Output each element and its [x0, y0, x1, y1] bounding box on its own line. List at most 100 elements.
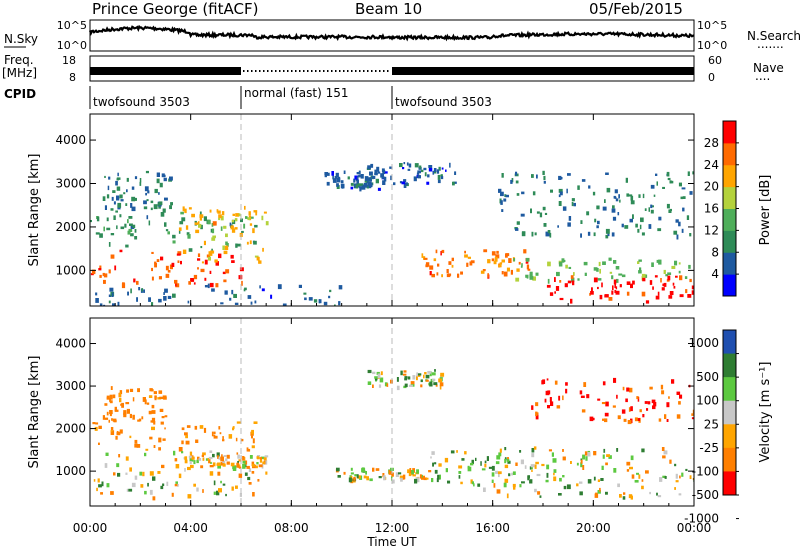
velocity-colorbar-swatch — [723, 471, 736, 496]
heatmap-region — [367, 369, 445, 391]
power-heatmap — [90, 162, 694, 306]
power-colorbar-swatch — [723, 186, 736, 209]
freq-left-tick-bottom: 8 — [69, 71, 76, 84]
x-tick-label: 00:00 — [677, 521, 712, 535]
heatmap-region — [335, 467, 432, 484]
power-colorbar-tick: 4 — [711, 267, 719, 281]
velocity-ytick-label: 3000 — [55, 379, 86, 393]
heatmap-region — [90, 249, 244, 289]
heatmap-region — [178, 205, 269, 264]
nsky-left-tick-bottom: 10^0 — [57, 39, 87, 52]
velocity-colorbar-swatch — [723, 330, 736, 355]
heatmap-region — [493, 446, 694, 500]
power-colorbar-swatch — [723, 121, 736, 144]
nave-dots: .... — [755, 69, 770, 83]
power-ytick-label: 2000 — [55, 220, 86, 234]
x-tick-label: 20:00 — [576, 521, 611, 535]
power-colorbar-tick: 20 — [704, 180, 719, 194]
velocity-ytick-label: 4000 — [55, 337, 86, 351]
heatmap-region — [421, 249, 531, 279]
velocity-colorbar-tick: -25 — [699, 441, 719, 455]
velocity-colorbar-tick: -500 — [692, 488, 719, 502]
power-ytick-label: 4000 — [55, 133, 86, 147]
power-colorbar-swatch — [723, 164, 736, 188]
beam-title: Beam 10 — [355, 0, 422, 18]
nsky-right-tick-bottom: 10^0 — [697, 39, 727, 52]
freq-panel: Freq. [MHz] 18 8 60 0 Nave .... — [2, 53, 784, 84]
power-panel: 1000 2000 3000 4000 Slant Range [km] 4 8 12 16… — [27, 113, 773, 307]
velocity-colorbar-tick: -100 — [692, 464, 719, 478]
velocity-colorbar-tick: 100 — [696, 394, 719, 408]
freq-right-tick-top: 60 — [708, 54, 722, 67]
nsky-panel: N.Sky 10^5 10^0 10^5 10^0 N.Search .....… — [4, 19, 800, 52]
x-axis-label: Time UT — [366, 535, 417, 549]
velocity-colorbar-tick: 1000 — [688, 336, 719, 350]
nsearch-dots: ....... — [757, 37, 784, 51]
x-tick-label: 00:00 — [73, 521, 108, 535]
power-colorbar-tick: 24 — [704, 158, 719, 172]
velocity-heatmap — [92, 369, 694, 501]
velocity-colorbar-swatch — [723, 377, 736, 402]
power-colorbar-swatch — [723, 274, 736, 297]
nave-label: Nave — [753, 61, 784, 75]
freq-right-tick-bottom: 0 — [708, 71, 715, 84]
power-colorbar-label: Power [dB] — [758, 175, 773, 246]
velocity-colorbar-tick: 25 — [704, 417, 719, 431]
x-tick-label: 04:00 — [173, 521, 208, 535]
velocity-ytick-label: 1000 — [55, 464, 86, 478]
velocity-colorbar-tick: 500 — [696, 370, 719, 384]
nsky-label: N.Sky — [4, 32, 38, 46]
power-ytick-label: 1000 — [55, 263, 86, 277]
power-colorbar-tick: 16 — [704, 202, 719, 216]
nsky-left-tick-top: 10^5 — [57, 19, 87, 32]
heatmap-region — [93, 450, 268, 501]
heatmap-region — [90, 210, 258, 253]
heatmap-region — [531, 377, 694, 425]
velocity-colorbar: 1000 500 100 25 -25 -100 -500 -1000 — [684, 329, 739, 526]
cpid-segment-3: twofsound 3503 — [395, 95, 492, 109]
heatmap-region — [102, 386, 168, 423]
power-colorbar-tick: 28 — [704, 136, 719, 150]
heatmap-region — [366, 162, 457, 188]
heatmap-region — [513, 257, 691, 284]
power-ytick-label: 3000 — [55, 177, 86, 191]
heatmap-region — [430, 450, 533, 492]
velocity-panel: 1000 2000 3000 4000 Slant Range [km] 1000 50… — [27, 317, 773, 526]
cpid-segment-2: normal (fast) 151 — [244, 86, 348, 100]
nsearch-label: N.Search — [747, 29, 800, 43]
cpid-row: CPID twofsound 3503 normal (fast) 151 tw… — [4, 86, 492, 109]
cpid-segment-1: twofsound 3503 — [93, 95, 190, 109]
power-ylabel: Slant Range [km] — [27, 154, 42, 267]
heatmap-region — [184, 454, 269, 471]
power-colorbar-swatch — [723, 208, 736, 231]
velocity-colorbar-tick: -1000 — [684, 512, 719, 526]
velocity-colorbar-swatch — [723, 400, 736, 425]
heatmap-region — [92, 420, 258, 452]
x-axis: 00:00 04:00 08:00 12:00 16:00 20:00 00:00 — [73, 114, 712, 535]
station-title: Prince George (fitACF) — [92, 0, 258, 18]
date-title: 05/Feb/2015 — [589, 0, 683, 18]
power-colorbar-tick: 12 — [704, 223, 719, 237]
heatmap-region — [95, 283, 343, 306]
x-tick-label: 08:00 — [274, 521, 309, 535]
velocity-colorbar-swatch — [723, 424, 736, 449]
power-colorbar-swatch — [723, 230, 736, 253]
x-tick-label: 12:00 — [375, 521, 410, 535]
velocity-ytick-label: 2000 — [55, 422, 86, 436]
cpid-label: CPID — [4, 87, 36, 101]
heatmap-region — [498, 170, 694, 240]
heatmap-region — [546, 275, 694, 304]
freq-label-top: Freq. — [4, 53, 34, 67]
freq-left-tick-top: 18 — [62, 54, 76, 67]
x-tick-label: 16:00 — [475, 521, 510, 535]
freq-label-bottom: [MHz] — [2, 66, 37, 80]
power-colorbar-swatch — [723, 142, 736, 166]
power-colorbar: 4 8 12 16 20 24 28 — [704, 120, 739, 297]
nsky-right-tick-top: 10^5 — [697, 19, 727, 32]
power-colorbar-swatch — [723, 252, 736, 275]
velocity-colorbar-label: Velocity [m s⁻¹] — [758, 362, 773, 463]
heatmap-region — [102, 170, 173, 213]
velocity-colorbar-swatch — [723, 447, 736, 472]
